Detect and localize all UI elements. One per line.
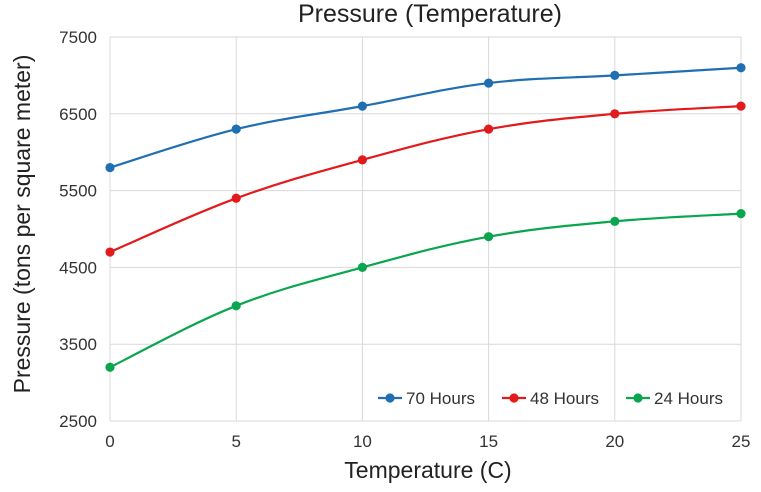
legend-label: 70 Hours	[406, 389, 475, 408]
data-point-70-hours	[105, 162, 115, 173]
legend-item: 48 Hours	[502, 389, 599, 408]
data-point-48-hours	[736, 101, 746, 111]
x-tick-label: 5	[231, 432, 240, 451]
data-point-48-hours	[484, 124, 494, 134]
data-point-70-hours	[357, 101, 367, 111]
legend-label: 48 Hours	[530, 389, 599, 408]
series-line-24-hours	[109, 212, 742, 369]
y-tick-label: 4500	[59, 258, 97, 277]
data-point-48-hours	[610, 109, 620, 119]
data-point-70-hours	[231, 124, 241, 134]
x-axis-title: Temperature (C)	[344, 457, 511, 483]
data-point-70-hours	[736, 63, 746, 73]
legend-marker	[633, 393, 643, 403]
legend-item: 70 Hours	[378, 389, 475, 408]
series-line-70-hours	[109, 66, 742, 169]
data-point-70-hours	[610, 70, 620, 80]
y-tick-label: 2500	[59, 412, 97, 431]
data-point-24-hours	[105, 362, 115, 372]
data-point-24-hours	[357, 262, 367, 272]
series-line-48-hours	[109, 105, 742, 254]
legend: 70 Hours 48 Hours 24 Hours	[378, 389, 723, 408]
data-point-24-hours	[610, 216, 620, 226]
data-point-24-hours	[736, 209, 746, 219]
x-tick-label: 20	[605, 432, 624, 451]
x-tick-label: 10	[353, 432, 372, 451]
legend-item: 24 Hours	[626, 389, 723, 408]
chart-title: Pressure (Temperature)	[298, 0, 562, 28]
series-layer	[105, 63, 746, 372]
data-point-24-hours	[231, 301, 241, 311]
y-tick-label: 7500	[59, 28, 97, 47]
x-tick-label: 25	[732, 432, 751, 451]
data-point-48-hours	[231, 193, 241, 203]
y-tick-label: 5500	[59, 182, 97, 201]
data-point-48-hours	[357, 155, 367, 165]
legend-marker	[509, 393, 519, 403]
data-point-48-hours	[105, 247, 115, 257]
data-point-70-hours	[484, 78, 494, 88]
x-tick-label: 0	[105, 432, 114, 451]
x-tick-label: 15	[479, 432, 498, 451]
tick-labels: 0 5 10 15 20 25 2500 3500 4500 5500 6500 7500	[59, 28, 750, 451]
y-tick-label: 3500	[59, 335, 97, 354]
y-axis-title: Pressure (tons per square meter)	[9, 55, 35, 394]
legend-label: 24 Hours	[654, 389, 723, 408]
data-point-24-hours	[484, 232, 494, 242]
legend-marker	[385, 393, 395, 403]
y-tick-label: 6500	[59, 105, 97, 124]
grid	[109, 36, 742, 422]
